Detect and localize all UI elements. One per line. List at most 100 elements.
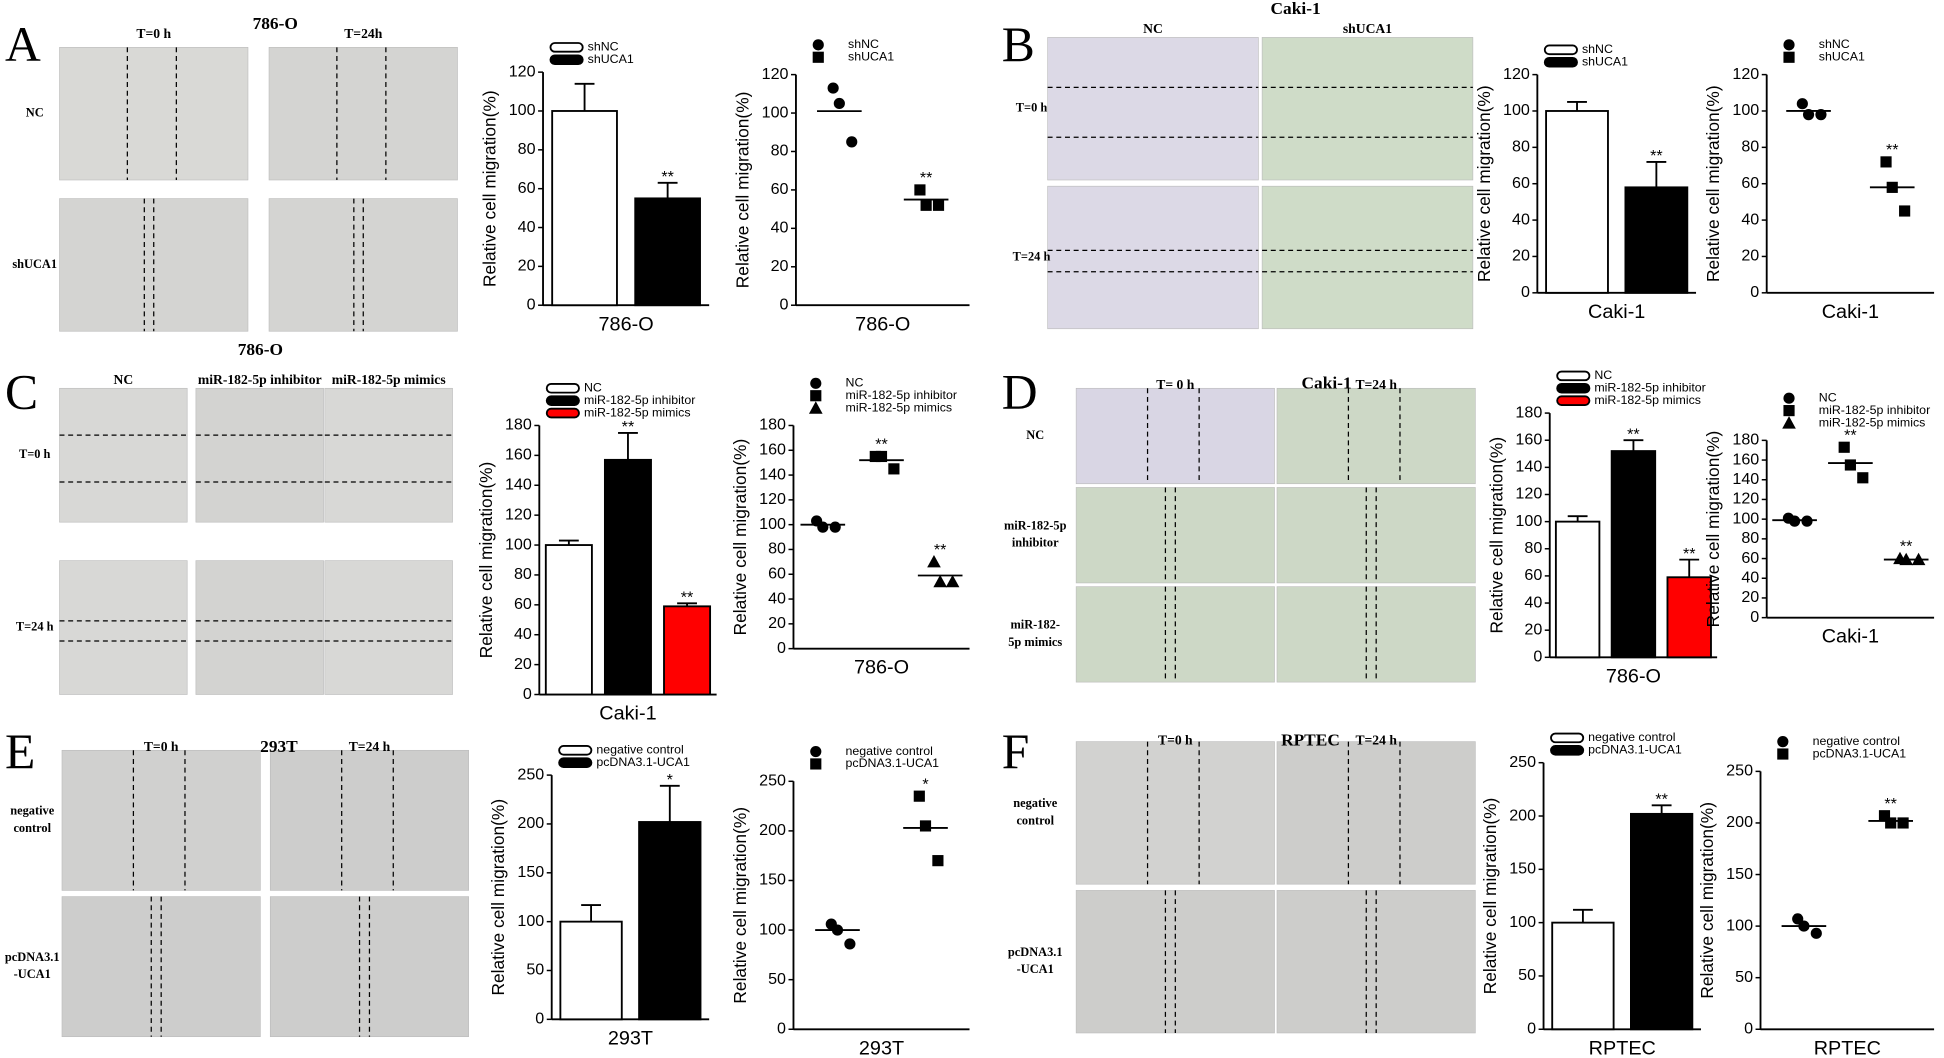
- legend-label: miR-182-5p inhibitor: [846, 388, 957, 402]
- y-tick-label: 80: [1524, 539, 1542, 557]
- column-label: T=0 h: [136, 26, 171, 41]
- y-tick-label: 80: [1741, 138, 1759, 156]
- micrograph: [269, 47, 458, 180]
- significance: **: [661, 168, 674, 186]
- micrograph-texture: [1261, 37, 1474, 181]
- row-label: inhibitor: [1012, 536, 1059, 550]
- data-point: [888, 463, 900, 475]
- micrograph: [1076, 741, 1275, 885]
- y-tick-label: 40: [514, 625, 532, 643]
- y-tick-label: 180: [505, 416, 532, 434]
- y-tick-label: 40: [1512, 210, 1530, 228]
- legend-label: pcDNA3.1-UCA1: [1813, 746, 1907, 760]
- row-label: negative: [1013, 796, 1057, 810]
- y-tick-label: 200: [517, 814, 544, 832]
- micrograph-texture: [268, 47, 458, 181]
- y-tick-label: 20: [1741, 588, 1759, 606]
- data-point: [1801, 515, 1813, 527]
- data-point: [833, 97, 845, 110]
- legend-swatch: [558, 757, 593, 768]
- y-tick-label: 140: [1732, 470, 1759, 488]
- y-tick-label: 0: [527, 295, 536, 313]
- micrograph-texture: [1075, 387, 1275, 485]
- y-axis-label: Relative cell migration(%): [1703, 85, 1723, 282]
- y-tick-label: 40: [518, 218, 536, 236]
- bar: [1630, 812, 1694, 1031]
- y-tick-label: 80: [514, 565, 532, 583]
- bar: [1545, 110, 1609, 294]
- bar: [559, 920, 623, 1021]
- data-point: [919, 820, 932, 832]
- legend-marker: [1783, 405, 1795, 417]
- legend-label: miR-182-5p mimics: [1594, 393, 1701, 407]
- data-point: [1796, 98, 1808, 110]
- micrograph-texture: [61, 749, 261, 891]
- y-tick-label: 160: [1515, 430, 1542, 448]
- bar: [1624, 186, 1689, 294]
- row-label: T=0 h: [19, 447, 51, 461]
- micrograph-texture: [59, 387, 188, 523]
- y-tick-label: 100: [1726, 916, 1753, 934]
- legend-swatch: [558, 745, 593, 756]
- data-point: [920, 199, 932, 211]
- legend-marker: [1777, 748, 1789, 760]
- x-axis-label: RPTEC: [1814, 1037, 1881, 1058]
- legend-label: shNC: [588, 40, 619, 54]
- significance: **: [1900, 538, 1913, 556]
- row-label: miR-182-: [1010, 618, 1060, 632]
- data-point: [1899, 205, 1911, 217]
- row-label: NC: [26, 106, 44, 120]
- y-tick-label: 120: [1732, 65, 1759, 83]
- x-axis-label: 786-O: [854, 657, 909, 679]
- legend-marker: [1783, 39, 1795, 51]
- row-label: pcDNA3.1: [5, 950, 60, 964]
- legend-label: pcDNA3.1-UCA1: [846, 756, 940, 770]
- y-tick-label: 160: [759, 441, 786, 459]
- x-axis-label: 786-O: [599, 313, 654, 335]
- legend-swatch: [545, 407, 580, 419]
- legend-swatch: [1543, 56, 1578, 68]
- y-axis-label: Relative cell migration(%): [732, 92, 752, 289]
- row-label: -UCA1: [1017, 962, 1054, 976]
- panel-letter: F: [1002, 724, 1030, 779]
- bar: [1554, 520, 1601, 659]
- legend-label: pcDNA3.1-UCA1: [1588, 743, 1682, 757]
- data-point: [933, 574, 947, 588]
- legend-swatch: [549, 42, 584, 53]
- y-tick-label: 20: [1524, 620, 1542, 638]
- panel-title: 786-O: [253, 14, 298, 33]
- legend-label: miR-182-5p inhibitor: [1819, 403, 1930, 417]
- legend-label: shUCA1: [1582, 54, 1628, 68]
- legend-label: pcDNA3.1-UCA1: [596, 755, 690, 769]
- y-tick-label: 180: [759, 416, 786, 434]
- micrograph: [324, 560, 453, 695]
- y-tick-label: 60: [518, 179, 536, 197]
- y-tick-label: 100: [1732, 509, 1759, 527]
- significance: **: [622, 418, 635, 436]
- x-axis-label: 786-O: [855, 313, 910, 335]
- y-tick-label: 120: [1732, 490, 1759, 508]
- y-axis-label: Relative cell migration(%): [1474, 85, 1494, 282]
- y-tick-label: 60: [1741, 174, 1759, 192]
- y-tick-label: 100: [517, 912, 544, 930]
- x-axis-label: Caki-1: [1822, 301, 1879, 323]
- y-tick-label: 80: [768, 540, 786, 558]
- micrograph-texture: [324, 387, 453, 523]
- y-tick-label: 100: [509, 101, 536, 119]
- y-axis-label: Relative cell migration(%): [730, 807, 750, 1004]
- significance: **: [1650, 147, 1663, 165]
- legend-marker: [1777, 736, 1789, 748]
- y-tick-label: 200: [1509, 806, 1536, 824]
- y-tick-label: 80: [518, 140, 536, 158]
- y-tick-label: 40: [1741, 568, 1759, 586]
- data-point: [932, 199, 945, 211]
- micrograph: [1047, 37, 1259, 180]
- row-label: T=24 h: [16, 619, 54, 633]
- legend-label: miR-182-5p mimics: [1819, 415, 1926, 429]
- column-label: miR-182-5p inhibitor: [198, 372, 322, 387]
- micrograph-texture: [59, 47, 249, 181]
- micrograph: [59, 560, 188, 695]
- bar: [603, 458, 652, 696]
- panel-title: Caki-1: [1271, 0, 1321, 18]
